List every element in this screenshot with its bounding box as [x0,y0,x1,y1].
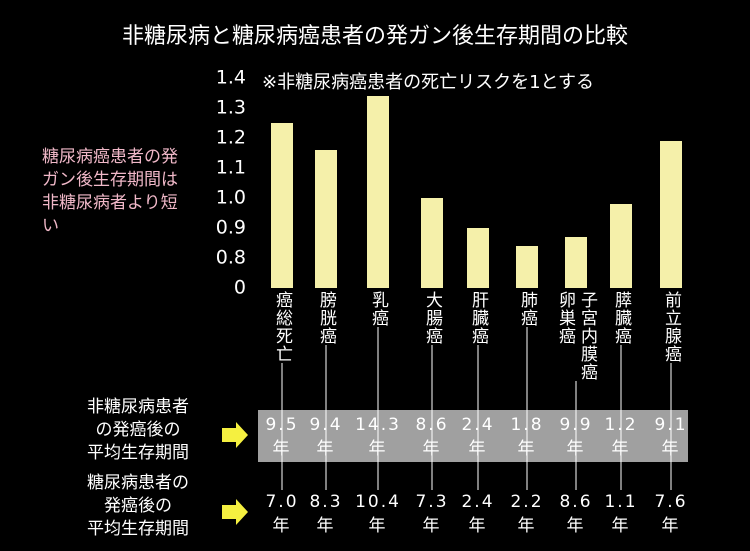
table-cell: 9.9年 [559,415,593,459]
y-tick-label: 1.4 [216,67,246,89]
x-tick-label: 乳癌 [367,291,389,327]
table-cell: 8.6年 [553,490,599,538]
table-cell: 9.4年 [309,415,343,459]
bar [467,228,489,288]
row-label: 糖尿病患者の 発癌後の 平均生存期間 [87,473,189,539]
table-cell: 2.2年 [504,490,550,538]
bar [610,204,632,288]
x-tick-label: 前立腺癌 [660,291,682,363]
x-tick-label: 大腸癌 [421,291,443,345]
annotation: ※非糖尿病癌患者の死亡リスクを1とする [262,72,594,93]
y-tick-label: 0.8 [216,247,246,269]
table-cell: 1.2年 [604,415,638,459]
table-cell: 7.6年 [648,490,694,538]
arrow [222,422,248,448]
x-tick-label: 肝臓癌 [467,291,489,345]
x-tick-label: 癌総死亡 [271,291,293,363]
y-tick-label: 1.3 [216,97,246,119]
row-label: 非糖尿病患者 の発癌後の 平均生存期間 [87,397,189,463]
bar [367,96,389,288]
x-tick-label: 膵臓癌 [610,291,632,345]
table-cell: 2.4年 [455,490,501,538]
arrow [222,499,248,525]
table-cell: 7.3年 [409,490,455,538]
bar [565,237,587,288]
x-tick-label: 膀胱癌 [315,291,337,345]
x-tick-label: 肺癌 [516,291,538,327]
chart-title: 非糖尿病と糖尿病癌患者の発ガン後生存期間の比較 [122,24,628,49]
y-tick-label: 1.1 [216,157,246,179]
table-cell: 7.0年 [259,490,305,538]
bar [315,150,337,288]
table-cell: 1.1年 [598,490,644,538]
bar [660,141,682,288]
table-cell: 14.3年 [355,415,401,459]
bar [421,198,443,288]
table-band [258,410,688,462]
y-tick-label: 1.2 [216,127,246,149]
side-note: 糖尿病癌患者の発ガン後生存期間は非糖尿病者より短い [42,147,178,236]
y-tick-label: 0 [234,277,246,299]
table-cell: 8.6年 [415,415,449,459]
x-tick-label: 子宮内膜癌 卵巣癌 [554,291,598,381]
table-cell: 1.8年 [510,415,544,459]
table-cell: 10.4年 [355,490,401,538]
table-cell: 2.4年 [461,415,495,459]
y-tick-label: 1.0 [216,187,246,209]
bar [271,123,293,288]
bar [516,246,538,288]
table-cell: 8.3年 [303,490,349,538]
table-cell: 9.1年 [654,415,688,459]
table-cell: 9.5年 [265,415,299,459]
y-tick-label: 0.9 [216,217,246,239]
